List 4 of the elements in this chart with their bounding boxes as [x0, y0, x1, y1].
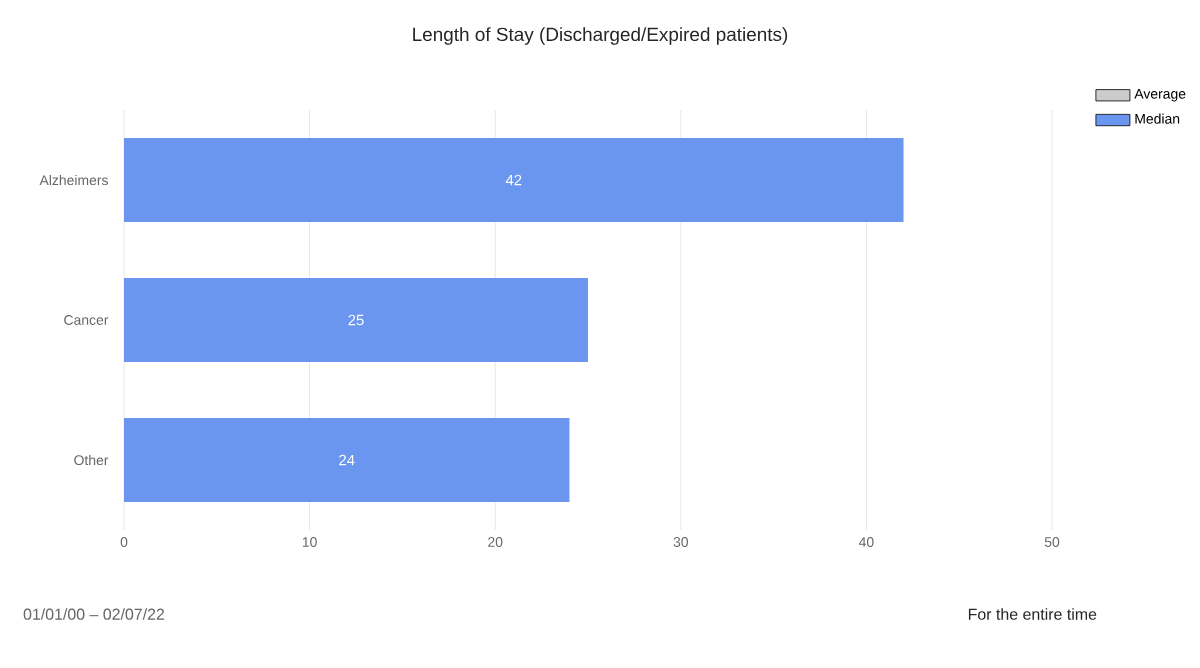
bar	[124, 278, 589, 362]
chart-title: Length of Stay (Discharged/Expired patients)	[413, 27, 788, 45]
bar	[124, 138, 904, 222]
bar	[124, 418, 570, 502]
